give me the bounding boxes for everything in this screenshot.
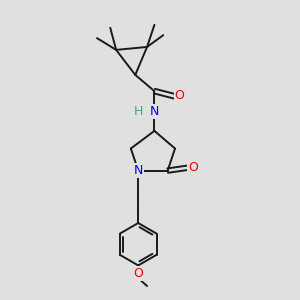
Text: N: N	[150, 105, 159, 118]
Text: O: O	[188, 160, 198, 174]
Text: O: O	[133, 267, 143, 280]
Text: H: H	[134, 105, 143, 118]
Text: N: N	[134, 164, 143, 177]
Text: O: O	[175, 89, 184, 102]
